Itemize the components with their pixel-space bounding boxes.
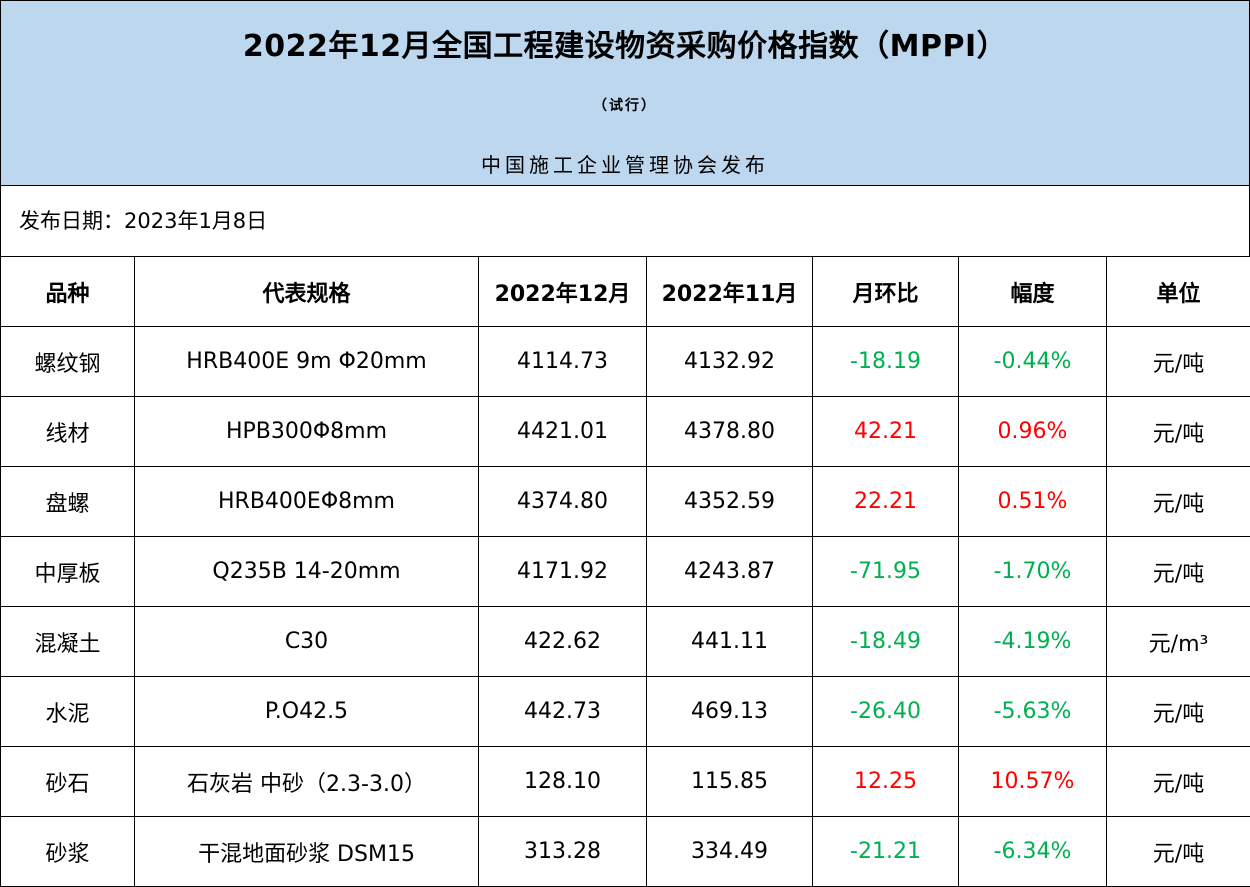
report-subtitle: （试行） <box>593 98 657 114</box>
unit-cell: 元/吨 <box>1106 396 1250 467</box>
spec-cell: HRB400E 9m Φ20mm <box>134 326 479 397</box>
dec-price-cell: 4114.73 <box>478 326 647 397</box>
mom-change-cell: 42.21 <box>812 396 959 467</box>
nov-price-cell: 115.85 <box>646 746 813 817</box>
column-header-variety: 品种 <box>0 256 135 327</box>
percent-change-cell: 0.96% <box>958 396 1107 467</box>
table-row: 螺纹钢 HRB400E 9m Φ20mm 4114.73 4132.92 -18.19-… <box>0 326 1250 397</box>
report-title: 2022年12月全国工程建设物资采购价格指数（MPPI） <box>242 29 1008 64</box>
table-row: 砂浆 干混地面砂浆 DSM15 313.28 334.49 -21.21 -6.34% 元/… <box>0 816 1250 887</box>
variety-cell: 螺纹钢 <box>0 326 135 397</box>
variety-cell: 盘螺 <box>0 466 135 537</box>
column-header-spec: 代表规格 <box>134 256 479 327</box>
nov-price-cell: 4132.92 <box>646 326 813 397</box>
percent-change-cell: 0.51% <box>958 466 1107 537</box>
percent-change-cell: -5.63% <box>958 676 1107 747</box>
table-row: 线材 HPB300Φ8mm 4421.01 4378.80 42.21 0.96% 元/吨 <box>0 396 1250 467</box>
mom-change-cell: 22.21 <box>812 466 959 537</box>
unit-cell: 元/吨 <box>1106 536 1250 607</box>
spec-cell: HRB400EΦ8mm <box>134 466 479 537</box>
variety-cell: 混凝土 <box>0 606 135 677</box>
unit-cell: 元/吨 <box>1106 746 1250 817</box>
table-row: 砂石 石灰岩 中砂（2.3-3.0） 128.10 115.85 12.25 10.57%… <box>0 746 1250 817</box>
table-row: 混凝土 C30 422.62 441.11 -18.49 -4.19% 元/m³ <box>0 606 1250 677</box>
nov-price-cell: 4378.80 <box>646 396 813 467</box>
variety-cell: 砂浆 <box>0 816 135 887</box>
variety-cell: 线材 <box>0 396 135 467</box>
column-header-nov-2022: 2022年11月 <box>646 256 813 327</box>
column-header-unit: 单位 <box>1106 256 1250 327</box>
report-publisher: 中国施工企业管理协会发布 <box>481 153 769 177</box>
nov-price-cell: 4243.87 <box>646 536 813 607</box>
column-header-mom-change: 月环比 <box>812 256 959 327</box>
report-header: 2022年12月全国工程建设物资采购价格指数（MPPI） （试行） 中国施工企业… <box>0 0 1250 186</box>
nov-price-cell: 441.11 <box>646 606 813 677</box>
table-body: 螺纹钢 HRB400E 9m Φ20mm 4114.73 4132.92 -18.19-… <box>0 326 1250 887</box>
column-header-percent-change: 幅度 <box>958 256 1107 327</box>
unit-cell: 元/吨 <box>1106 466 1250 537</box>
dec-price-cell: 313.28 <box>478 816 647 887</box>
mom-change-cell: -18.19 <box>812 326 959 397</box>
table-row: 水泥 P.O42.5 442.73 469.13 -26.40 -5.63% 元/吨 <box>0 676 1250 747</box>
release-date-row: 发布日期：2023年1月8日 <box>0 186 1250 256</box>
dec-price-cell: 128.10 <box>478 746 647 817</box>
dec-price-cell: 4171.92 <box>478 536 647 607</box>
unit-cell: 元/吨 <box>1106 816 1250 887</box>
release-date-value: 2023年1月8日 <box>124 209 268 233</box>
spec-cell: C30 <box>134 606 479 677</box>
dec-price-cell: 442.73 <box>478 676 647 747</box>
mom-change-cell: -21.21 <box>812 816 959 887</box>
variety-cell: 砂石 <box>0 746 135 817</box>
mom-change-cell: -71.95 <box>812 536 959 607</box>
dec-price-cell: 422.62 <box>478 606 647 677</box>
table-row: 盘螺 HRB400EΦ8mm 4374.80 4352.59 22.21 0.51% 元/吨 <box>0 466 1250 537</box>
variety-cell: 水泥 <box>0 676 135 747</box>
percent-change-cell: -6.34% <box>958 816 1107 887</box>
variety-cell: 中厚板 <box>0 536 135 607</box>
spec-cell: Q235B 14-20mm <box>134 536 479 607</box>
table-row: 中厚板 Q235B 14-20mm 4171.92 4243.87 -71.95 -1.7… <box>0 536 1250 607</box>
unit-cell: 元/吨 <box>1106 676 1250 747</box>
price-table: 品种 代表规格 2022年12月 2022年11月 月环比 幅度 单位 螺纹钢 H… <box>0 256 1250 887</box>
table-header-row: 品种 代表规格 2022年12月 2022年11月 月环比 幅度 单位 <box>0 256 1250 327</box>
nov-price-cell: 334.49 <box>646 816 813 887</box>
nov-price-cell: 469.13 <box>646 676 813 747</box>
mom-change-cell: -18.49 <box>812 606 959 677</box>
mom-change-cell: -26.40 <box>812 676 959 747</box>
unit-cell: 元/m³ <box>1106 606 1250 677</box>
spec-cell: 石灰岩 中砂（2.3-3.0） <box>134 746 479 817</box>
percent-change-cell: -1.70% <box>958 536 1107 607</box>
column-header-dec-2022: 2022年12月 <box>478 256 647 327</box>
percent-change-cell: 10.57% <box>958 746 1107 817</box>
spec-cell: HPB300Φ8mm <box>134 396 479 467</box>
unit-cell: 元/吨 <box>1106 326 1250 397</box>
spec-cell: 干混地面砂浆 DSM15 <box>134 816 479 887</box>
spec-cell: P.O42.5 <box>134 676 479 747</box>
release-date-label: 发布日期： <box>19 209 124 233</box>
dec-price-cell: 4374.80 <box>478 466 647 537</box>
nov-price-cell: 4352.59 <box>646 466 813 537</box>
mom-change-cell: 12.25 <box>812 746 959 817</box>
percent-change-cell: -0.44% <box>958 326 1107 397</box>
dec-price-cell: 4421.01 <box>478 396 647 467</box>
percent-change-cell: -4.19% <box>958 606 1107 677</box>
